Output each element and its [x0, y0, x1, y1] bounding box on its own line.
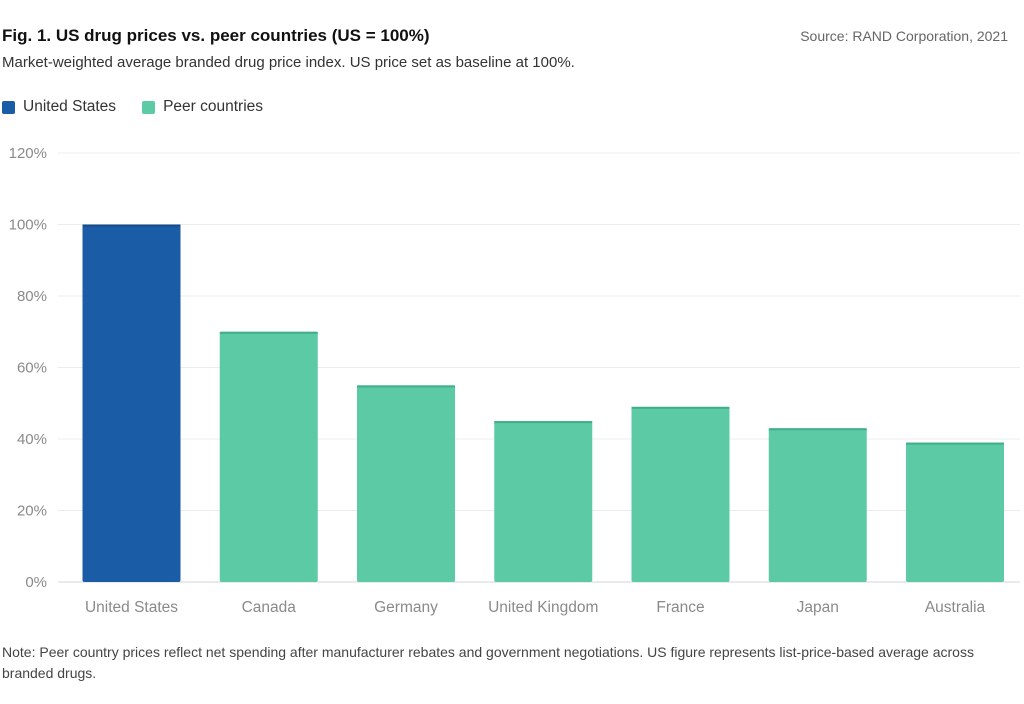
legend-swatch-peer-countries: [142, 100, 156, 114]
x-tick-label: Germany: [374, 599, 438, 616]
bar-top-edge: [494, 421, 593, 424]
x-tick-label: Japan: [797, 599, 839, 616]
y-tick-label: 100%: [9, 217, 47, 234]
bar-top-edge: [631, 406, 730, 409]
legend-swatch-united-states: [2, 100, 15, 114]
bar-top-edge: [219, 331, 318, 334]
legend-item-peer-countries: Peer countries: [142, 98, 263, 116]
bar-australia: [906, 442, 1004, 582]
bar-top-edge: [768, 428, 867, 431]
x-tick-label: Canada: [242, 599, 297, 616]
y-tick-label: 0%: [25, 574, 47, 591]
bar-germany: [357, 385, 455, 582]
chart-note: Note: Peer country prices reflect net sp…: [2, 644, 974, 681]
y-tick-label: 20%: [17, 503, 47, 520]
bar-japan: [768, 428, 867, 582]
chart-legend: United States Peer countries: [2, 98, 263, 116]
bar-top-edge: [357, 385, 455, 388]
x-tick-label: Australia: [925, 599, 986, 616]
bar-canada: [219, 331, 318, 582]
bar-chart: 0% 20% 40% 60% 80% 100% 120% United States Canad…: [9, 145, 1020, 616]
y-tick-label: 120%: [9, 145, 47, 162]
x-tick-label: France: [656, 599, 704, 616]
bar-top-edge: [82, 224, 181, 227]
legend-label: Peer countries: [163, 98, 264, 115]
bar-united-kingdom: [494, 421, 593, 582]
y-tick-label: 40%: [17, 431, 47, 448]
y-tick-label: 80%: [17, 288, 47, 305]
chart-source: Source: RAND Corporation, 2021: [800, 28, 1008, 44]
legend-item-united-states: United States: [2, 98, 116, 116]
bar-united-states: [82, 224, 181, 582]
bar-france: [631, 406, 730, 582]
x-tick-label: United Kingdom: [488, 599, 598, 616]
chart-subtitle: Market-weighted average branded drug pri…: [2, 54, 575, 71]
chart-title: Fig. 1. US drug prices vs. peer countrie…: [2, 26, 430, 45]
bar-top-edge: [906, 442, 1004, 445]
y-tick-label: 60%: [17, 360, 47, 377]
x-tick-label: United States: [85, 599, 178, 616]
legend-label: United States: [23, 98, 117, 115]
